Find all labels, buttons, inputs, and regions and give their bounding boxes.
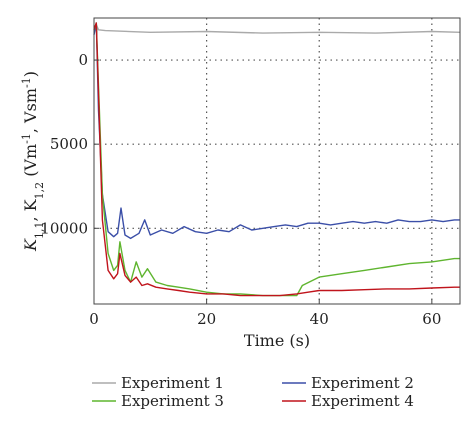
axis-layer bbox=[93, 17, 461, 305]
x-tick-label: 0 bbox=[89, 310, 99, 328]
tick-layer: 0 20 40 60 0 5000 10000 bbox=[40, 51, 441, 328]
legend-label: Experiment 4 bbox=[311, 392, 414, 410]
x-tick-label: 40 bbox=[310, 310, 329, 328]
series-layer bbox=[93, 22, 461, 297]
series-line-experiment-3 bbox=[93, 22, 460, 297]
grid-layer bbox=[94, 18, 460, 304]
y-tick-label: 0 bbox=[78, 51, 88, 69]
series-line-experiment-2 bbox=[93, 22, 460, 240]
x-tick-label: 20 bbox=[197, 310, 216, 328]
legend-label: Experiment 3 bbox=[121, 392, 224, 410]
y-axis-title: K1,1, K1,2 (Vm-1, Vsm-1) bbox=[20, 71, 46, 252]
series-line-experiment-4 bbox=[93, 22, 460, 297]
legend: Experiment 1 Experiment 2 Experiment 3 Expe… bbox=[92, 374, 414, 410]
legend-label: Experiment 2 bbox=[311, 374, 414, 392]
y-tick-label: 10000 bbox=[40, 219, 88, 237]
x-axis-title: Time (s) bbox=[244, 331, 310, 350]
legend-label: Experiment 1 bbox=[121, 374, 224, 392]
plot-frame bbox=[93, 17, 461, 305]
series-line-experiment-1 bbox=[93, 24, 461, 34]
x-tick-label: 60 bbox=[422, 310, 441, 328]
y-tick-label: 5000 bbox=[50, 135, 88, 153]
